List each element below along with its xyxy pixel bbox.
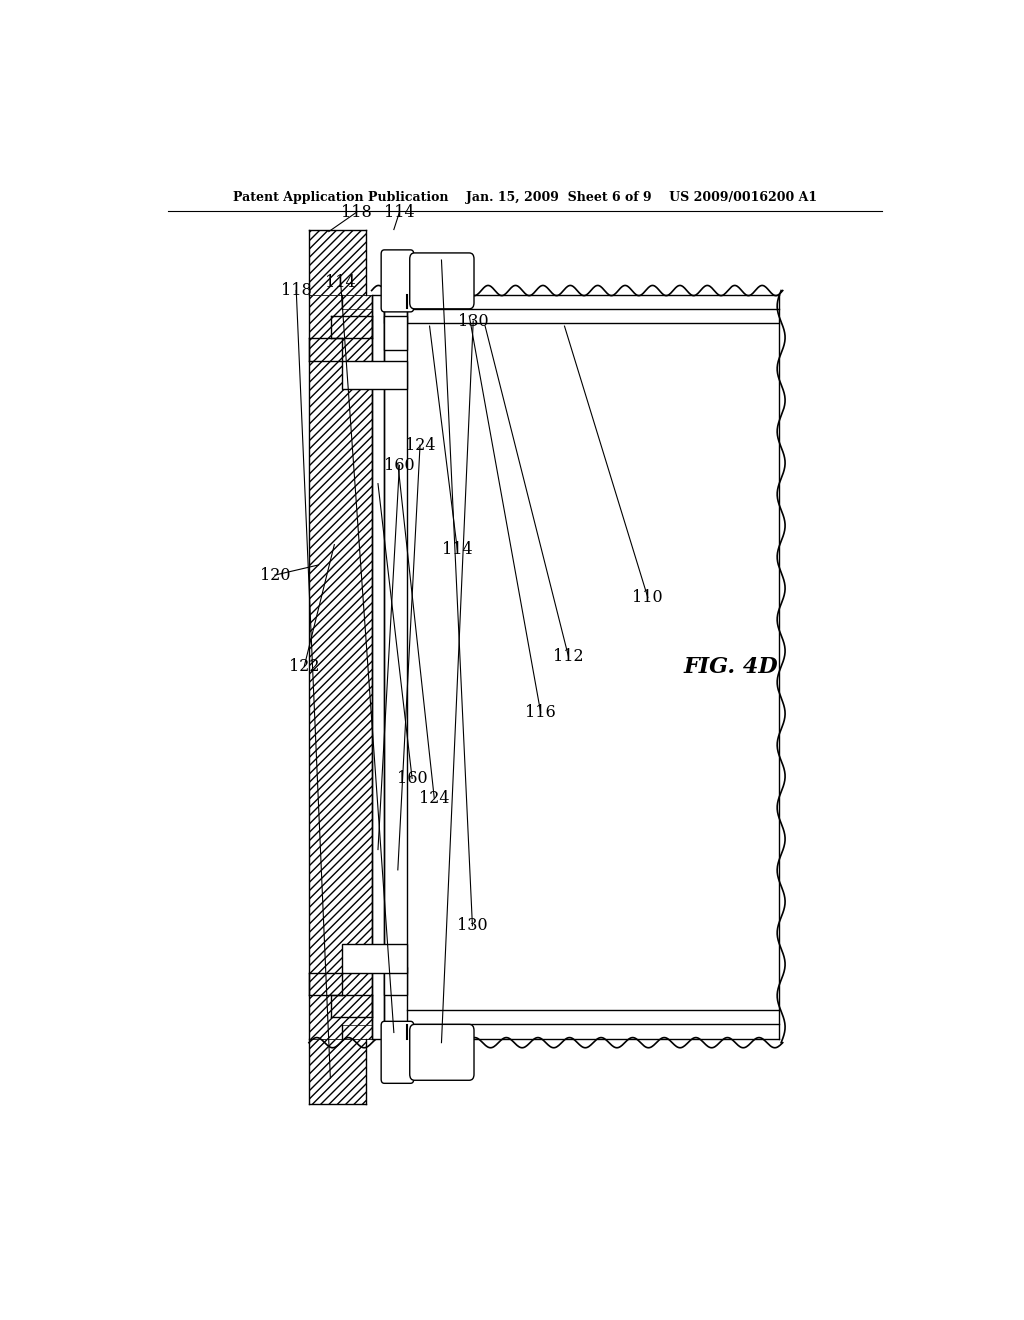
Bar (309, 1039, 367, 1104)
Bar (384, 309, 408, 323)
Bar (309, 230, 367, 294)
FancyBboxPatch shape (410, 253, 474, 309)
Text: 116: 116 (525, 704, 556, 721)
FancyBboxPatch shape (381, 1022, 414, 1084)
Text: 130: 130 (458, 313, 488, 330)
Bar (384, 315, 408, 351)
Text: 160: 160 (396, 770, 427, 787)
Text: 160: 160 (384, 457, 415, 474)
Text: 114: 114 (442, 541, 473, 558)
Bar (331, 315, 372, 338)
Bar (342, 360, 408, 389)
Bar (372, 294, 384, 1039)
Bar (342, 294, 372, 309)
Bar (309, 973, 342, 995)
Bar (309, 338, 342, 360)
Bar (342, 1026, 372, 1039)
Text: FIG. 4D: FIG. 4D (684, 656, 778, 677)
Bar (384, 968, 408, 995)
Bar (408, 294, 778, 1039)
Text: 124: 124 (404, 437, 435, 454)
FancyBboxPatch shape (381, 249, 414, 312)
Bar (331, 995, 372, 1018)
Text: 122: 122 (289, 659, 319, 675)
FancyBboxPatch shape (410, 1024, 474, 1080)
Text: 110: 110 (633, 589, 664, 606)
Text: Patent Application Publication    Jan. 15, 2009  Sheet 6 of 9    US 2009/0016200: Patent Application Publication Jan. 15, … (232, 190, 817, 203)
Bar (342, 944, 408, 973)
Text: 118: 118 (281, 282, 311, 300)
Text: 114: 114 (384, 203, 415, 220)
Text: 112: 112 (553, 648, 584, 665)
Text: 130: 130 (457, 917, 487, 935)
Text: 124: 124 (419, 791, 450, 808)
Text: 114: 114 (326, 275, 356, 290)
Text: 118: 118 (341, 203, 372, 220)
Text: 120: 120 (259, 566, 290, 583)
Bar (309, 294, 372, 1039)
